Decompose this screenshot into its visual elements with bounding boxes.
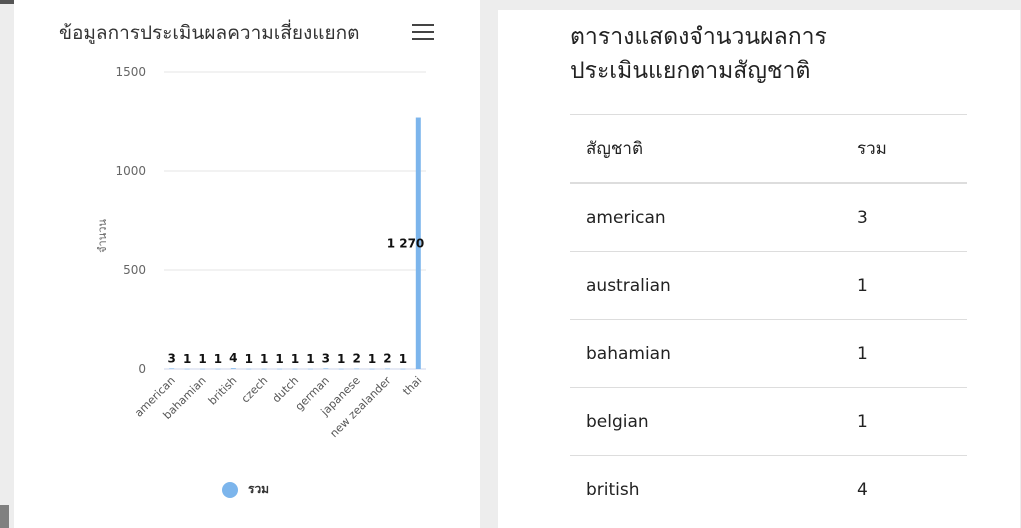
- bar: [292, 368, 298, 370]
- cell-total: 1: [841, 387, 967, 456]
- chart-title: ข้อมูลการประเมินผลความเสี่ยงแยกต: [59, 22, 360, 44]
- cell-nationality: belgian: [570, 387, 841, 456]
- cell-total: 4: [841, 455, 967, 523]
- legend-marker: [222, 481, 238, 498]
- table-row: australian 1: [570, 251, 967, 320]
- cell-total: 3: [841, 182, 967, 252]
- data-label: 1: [275, 352, 283, 366]
- data-label: 1: [260, 352, 268, 366]
- data-label: 1: [291, 352, 299, 366]
- data-label: 1: [306, 352, 314, 366]
- bar: [354, 368, 360, 370]
- bar: [323, 368, 329, 369]
- bar: [230, 368, 236, 369]
- cell-nationality: bahamian: [570, 319, 841, 388]
- legend-label: รวม: [248, 482, 270, 496]
- bar: [246, 368, 252, 370]
- table-title: ตารางแสดงจำนวนผลการ ประเมินแยกตามสัญชาติ: [570, 20, 990, 88]
- chart-legend[interactable]: รวม: [222, 480, 269, 499]
- table-row: american 3: [570, 182, 967, 252]
- data-label: 1: [368, 352, 376, 366]
- column-header-total: รวม: [841, 114, 967, 184]
- y-tick-label: 0: [138, 362, 146, 376]
- table-row: bahamian 1: [570, 319, 967, 388]
- y-tick-label: 500: [123, 263, 146, 277]
- y-tick-label: 1500: [115, 65, 146, 79]
- x-tick-label: czech: [239, 374, 271, 406]
- data-label: 3: [168, 351, 176, 365]
- panel-edge-marker: [0, 0, 14, 4]
- table-row: british 4: [570, 455, 967, 523]
- cell-nationality: australian: [570, 251, 841, 320]
- data-label: 2: [383, 352, 391, 366]
- x-tick-label: thai: [400, 374, 424, 398]
- scrollbar-handle[interactable]: [0, 505, 9, 528]
- cell-total: 1: [841, 319, 967, 388]
- table-header-row: สัญชาติ รวม: [570, 114, 967, 184]
- data-label: 1: [337, 352, 345, 366]
- data-label: 1: [245, 352, 253, 366]
- data-label: 1: [183, 352, 191, 366]
- bar: [277, 368, 283, 370]
- chart-panel: ข้อมูลการประเมินผลความเสี่ยงแยกต 0 500 100…: [14, 0, 480, 528]
- bar: [200, 368, 206, 370]
- bar: [261, 368, 267, 370]
- bar: [369, 368, 375, 370]
- y-axis-title: จำนวน: [96, 219, 109, 253]
- table-row: belgian 1: [570, 387, 967, 456]
- bar: [184, 368, 190, 370]
- cell-total: 1: [841, 251, 967, 320]
- bar: [415, 117, 421, 369]
- column-header-nationality: สัญชาติ: [570, 114, 841, 184]
- bar: [338, 368, 344, 370]
- data-label: 2: [352, 352, 360, 366]
- data-label: 1: [214, 352, 222, 366]
- table-panel: ตารางแสดงจำนวนผลการ ประเมินแยกตามสัญชาติ…: [498, 10, 1020, 528]
- data-label: 1: [399, 352, 407, 366]
- data-label: 4: [229, 351, 237, 365]
- cell-nationality: british: [570, 455, 841, 523]
- cell-nationality: american: [570, 182, 841, 252]
- hamburger-menu-icon[interactable]: [412, 24, 434, 40]
- table-title-line2: ประเมินแยกตามสัญชาติ: [570, 58, 811, 84]
- bar: [307, 368, 313, 370]
- x-tick-label: british: [206, 374, 240, 408]
- data-label: 1 270: [387, 237, 425, 251]
- bar: [215, 368, 221, 370]
- table-title-line1: ตารางแสดงจำนวนผลการ: [570, 24, 827, 50]
- data-label: 1: [198, 352, 206, 366]
- bar: [169, 368, 175, 369]
- nationality-table: สัญชาติ รวม american 3 australian 1 bahamian…: [570, 114, 967, 523]
- data-label: 3: [322, 351, 330, 365]
- bar: [384, 368, 390, 370]
- y-tick-label: 1000: [115, 164, 146, 178]
- bar: [400, 368, 406, 370]
